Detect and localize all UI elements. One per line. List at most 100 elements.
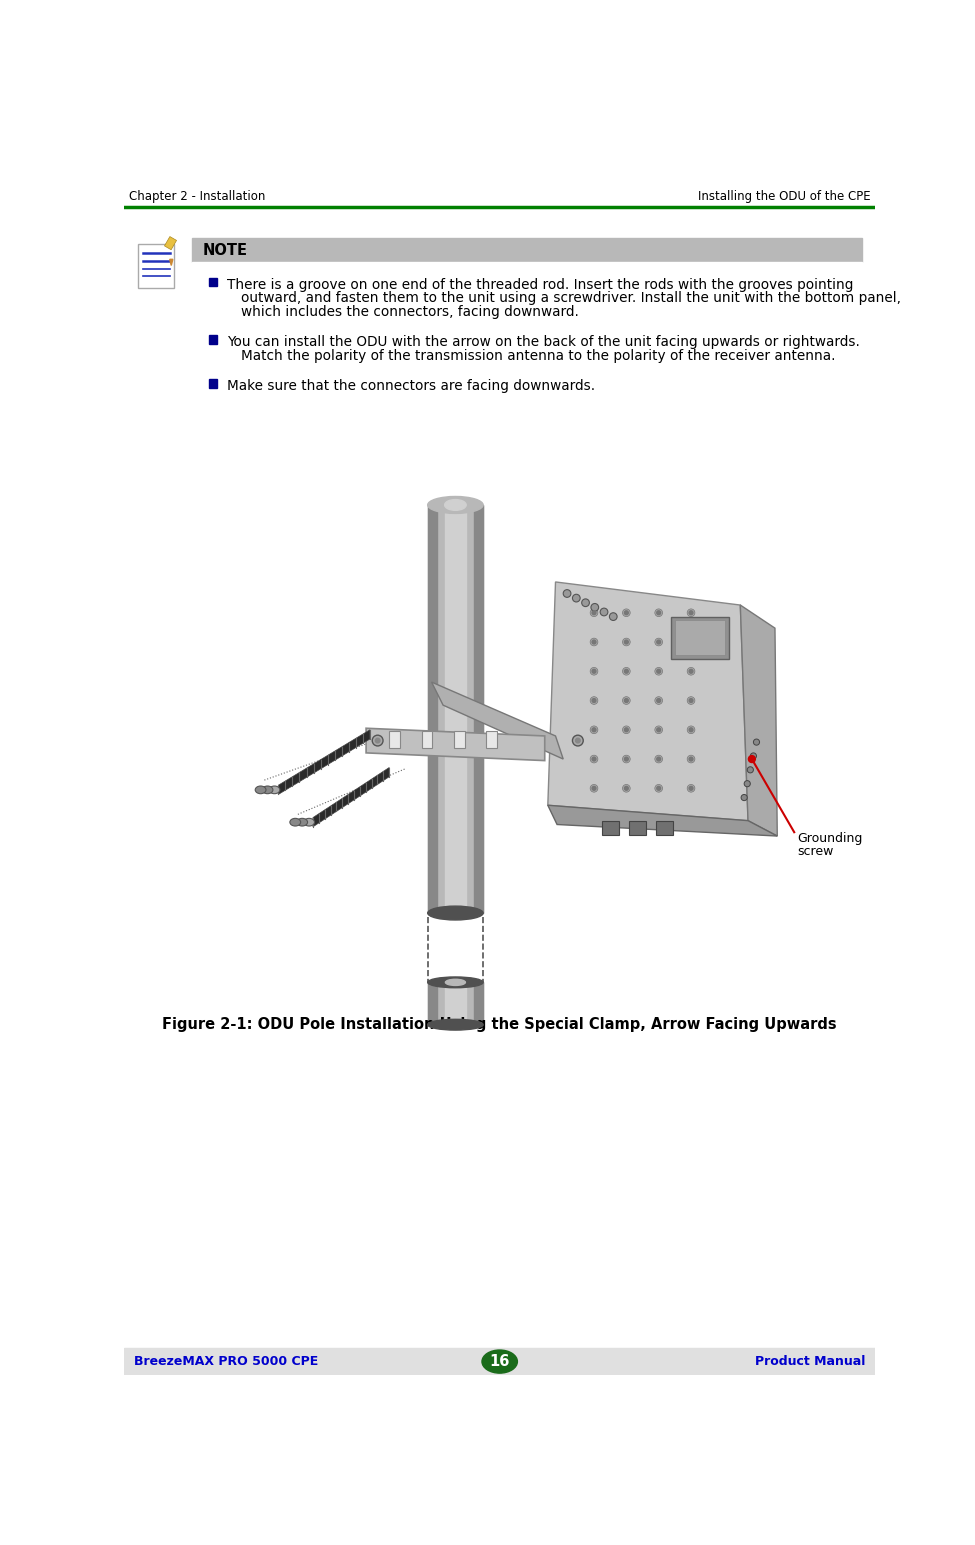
Text: There is a groove on one end of the threaded rod. Insert the rods with the groov: There is a groove on one end of the thre…	[227, 278, 854, 292]
Circle shape	[622, 785, 630, 793]
Circle shape	[687, 667, 695, 675]
Circle shape	[575, 739, 580, 743]
Circle shape	[655, 697, 663, 705]
Circle shape	[689, 610, 693, 615]
Circle shape	[375, 739, 380, 743]
Circle shape	[592, 669, 596, 674]
Circle shape	[591, 604, 599, 612]
Circle shape	[590, 697, 598, 705]
Circle shape	[622, 638, 630, 646]
Polygon shape	[548, 582, 748, 820]
Circle shape	[592, 610, 596, 615]
Circle shape	[689, 640, 693, 644]
Ellipse shape	[428, 976, 484, 987]
Bar	[209, 335, 217, 343]
Bar	[428, 983, 484, 1024]
Bar	[474, 505, 484, 913]
Circle shape	[622, 667, 630, 675]
Ellipse shape	[428, 496, 484, 513]
Text: Product Manual: Product Manual	[756, 1355, 866, 1367]
Text: Installing the ODU of the CPE: Installing the ODU of the CPE	[698, 190, 871, 202]
Circle shape	[592, 728, 596, 732]
Ellipse shape	[446, 980, 465, 986]
Text: Match the polarity of the transmission antenna to the polarity of the receiver a: Match the polarity of the transmission a…	[242, 349, 836, 363]
Circle shape	[754, 739, 760, 745]
Text: Make sure that the connectors are facing downwards.: Make sure that the connectors are facing…	[227, 379, 596, 392]
Text: 16: 16	[489, 1353, 510, 1369]
Circle shape	[689, 728, 693, 732]
Ellipse shape	[445, 499, 466, 510]
Circle shape	[590, 609, 598, 616]
Circle shape	[655, 667, 663, 675]
Circle shape	[744, 780, 751, 786]
Text: screw: screw	[798, 845, 834, 857]
Circle shape	[657, 640, 661, 644]
Circle shape	[624, 786, 628, 789]
Circle shape	[741, 794, 747, 800]
Circle shape	[601, 609, 607, 616]
Bar	[655, 820, 673, 834]
Bar	[474, 983, 484, 1024]
Text: which includes the connectors, facing downward.: which includes the connectors, facing do…	[242, 304, 579, 318]
Circle shape	[657, 669, 661, 674]
Circle shape	[564, 590, 571, 598]
Circle shape	[689, 669, 693, 674]
Circle shape	[624, 610, 628, 615]
Circle shape	[590, 638, 598, 646]
Circle shape	[687, 756, 695, 763]
Bar	[487, 731, 497, 748]
Polygon shape	[366, 728, 545, 760]
Circle shape	[689, 698, 693, 703]
Circle shape	[590, 667, 598, 675]
Circle shape	[624, 640, 628, 644]
Circle shape	[609, 613, 617, 621]
Bar	[675, 621, 725, 655]
Circle shape	[590, 785, 598, 793]
Circle shape	[624, 698, 628, 703]
Polygon shape	[278, 729, 370, 794]
Bar	[421, 731, 432, 748]
Bar	[389, 731, 400, 748]
Circle shape	[657, 698, 661, 703]
Circle shape	[592, 698, 596, 703]
Text: Figure 2-1: ODU Pole Installation Using the Special Clamp, Arrow Facing Upwards: Figure 2-1: ODU Pole Installation Using …	[163, 1017, 837, 1032]
Circle shape	[689, 786, 693, 789]
Circle shape	[657, 757, 661, 762]
Bar	[671, 616, 728, 660]
Bar	[192, 238, 862, 263]
Bar	[428, 505, 484, 913]
Ellipse shape	[255, 786, 266, 794]
Circle shape	[655, 726, 663, 734]
Text: You can install the ODU with the arrow on the back of the unit facing upwards or: You can install the ODU with the arrow o…	[227, 335, 860, 349]
Bar	[445, 983, 466, 1024]
Ellipse shape	[269, 786, 280, 794]
Bar	[445, 505, 466, 913]
Bar	[209, 379, 217, 388]
Polygon shape	[548, 805, 777, 836]
Ellipse shape	[482, 1350, 518, 1374]
Circle shape	[657, 610, 661, 615]
Circle shape	[687, 609, 695, 616]
Ellipse shape	[304, 819, 315, 827]
Text: Grounding: Grounding	[798, 833, 863, 845]
Circle shape	[622, 697, 630, 705]
Polygon shape	[740, 606, 777, 836]
Circle shape	[687, 638, 695, 646]
Ellipse shape	[262, 786, 273, 794]
Circle shape	[624, 757, 628, 762]
Bar	[165, 236, 176, 250]
Bar	[428, 505, 437, 913]
Bar	[192, 263, 862, 470]
Circle shape	[655, 609, 663, 616]
Circle shape	[749, 756, 756, 763]
Circle shape	[622, 726, 630, 734]
Circle shape	[657, 728, 661, 732]
Ellipse shape	[290, 819, 300, 827]
Text: Chapter 2 - Installation: Chapter 2 - Installation	[129, 190, 265, 202]
Circle shape	[572, 735, 583, 746]
Text: NOTE: NOTE	[203, 243, 248, 258]
Text: BreezeMAX PRO 5000 CPE: BreezeMAX PRO 5000 CPE	[134, 1355, 318, 1367]
Circle shape	[582, 599, 590, 607]
Bar	[125, 1349, 876, 1375]
Polygon shape	[432, 681, 564, 759]
